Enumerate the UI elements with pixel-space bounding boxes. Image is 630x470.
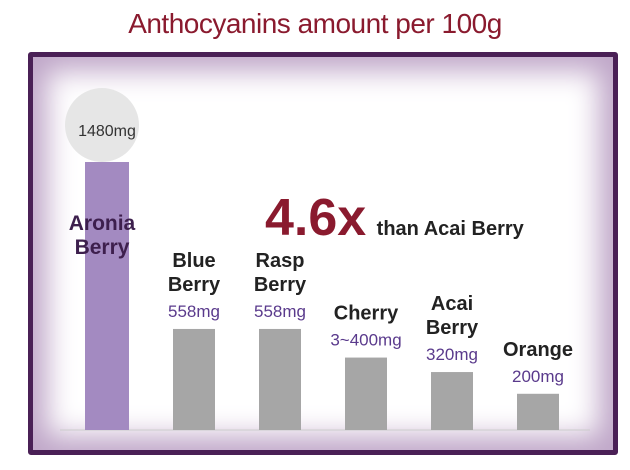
category-label-line: Berry	[75, 236, 130, 259]
value-label-aronia: 1480mg	[78, 123, 136, 140]
category-label-line: Aronia	[69, 212, 136, 235]
value-label: 320mg	[426, 345, 478, 364]
category-label-line: Orange	[503, 339, 573, 361]
value-label: 200mg	[512, 367, 564, 386]
category-label-line: Berry	[426, 317, 479, 339]
bar-blue-berry	[173, 328, 215, 430]
value-label: 3~400mg	[330, 331, 401, 350]
bar-orange	[517, 393, 559, 430]
category-label-line: Acai	[431, 293, 473, 315]
callout-value: 4.6x	[265, 189, 367, 247]
category-label-line: Cherry	[334, 303, 399, 325]
bar-cherry	[345, 357, 387, 430]
aronia-value-circle	[65, 88, 139, 162]
chart-title: Anthocyanins amount per 100g	[128, 8, 502, 39]
bar-rasp-berry	[259, 328, 301, 430]
bar-aronia-berry	[85, 162, 129, 430]
callout-text: than Acai Berry	[376, 218, 524, 240]
category-label-line: Rasp	[256, 250, 305, 272]
value-label: 558mg	[254, 302, 306, 321]
value-label: 558mg	[168, 302, 220, 321]
category-label-line: Blue	[172, 250, 215, 272]
comparison-callout: 4.6x than Acai Berry	[265, 188, 524, 248]
bar-acai-berry	[431, 372, 473, 430]
category-label-line: Berry	[168, 274, 221, 296]
category-label-line: Berry	[254, 274, 307, 296]
